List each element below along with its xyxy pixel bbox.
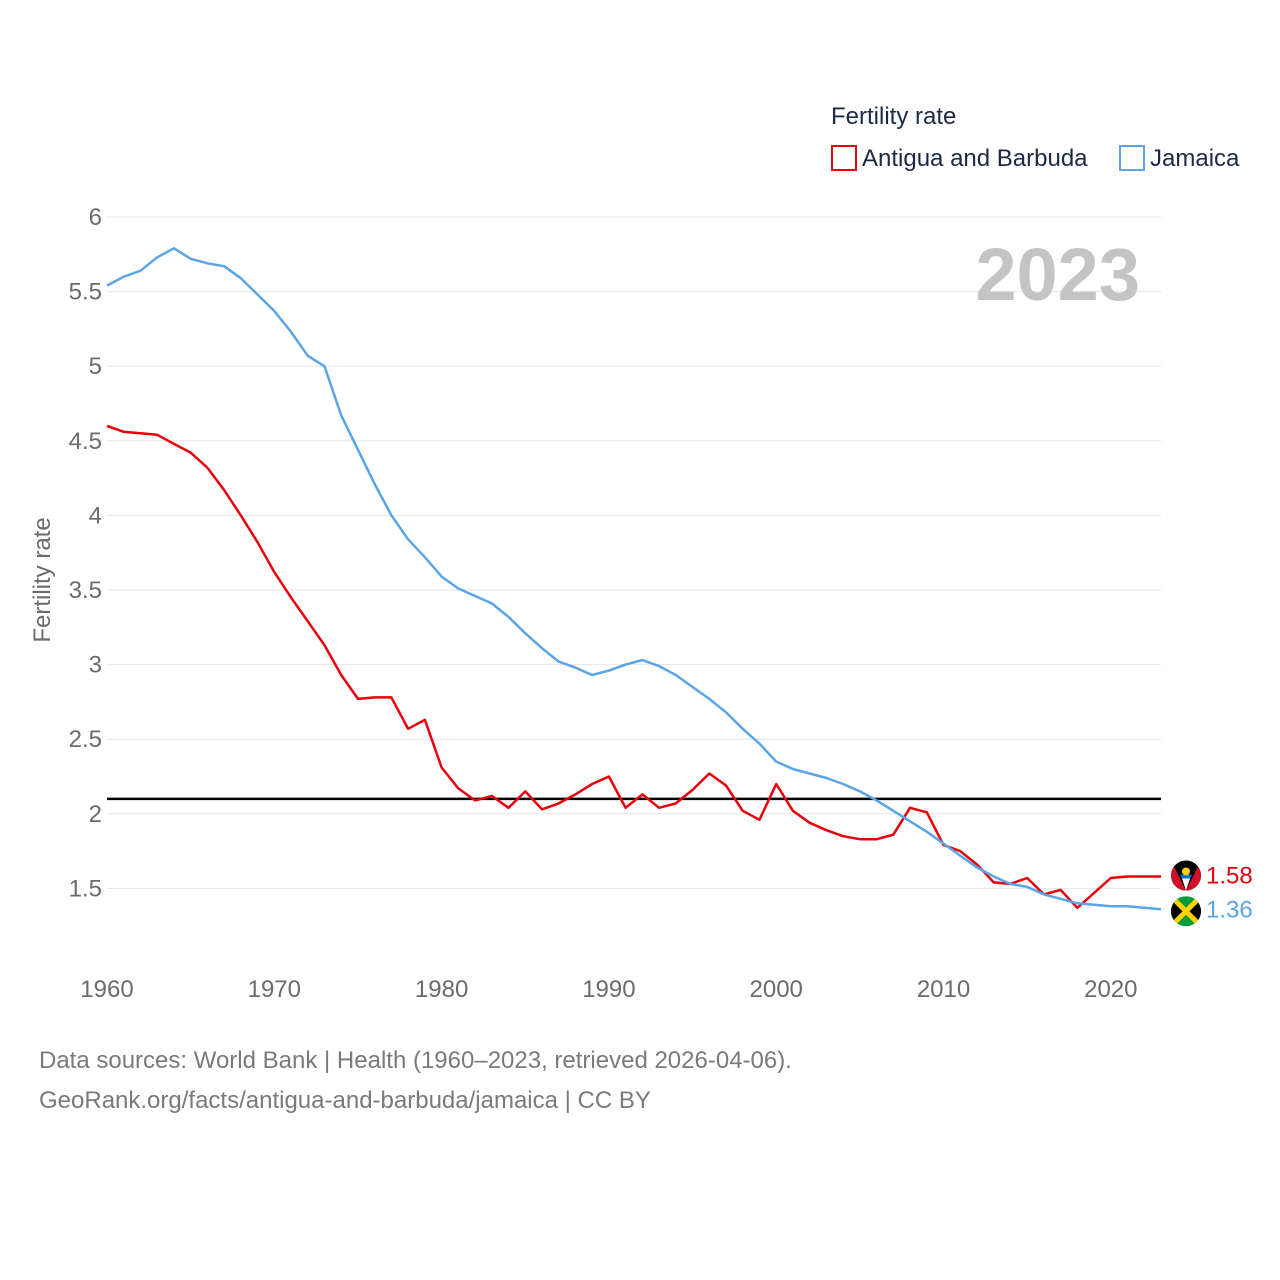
legend-label-jamaica[interactable]: Jamaica bbox=[1150, 145, 1240, 172]
x-tick-label: 2010 bbox=[917, 976, 970, 1003]
source-line: Data sources: World Bank | Health (1960–… bbox=[39, 1047, 792, 1074]
legend-label-antigua[interactable]: Antigua and Barbuda bbox=[862, 145, 1088, 172]
legend-swatch-jamaica[interactable] bbox=[1119, 145, 1145, 171]
y-tick-label: 2 bbox=[89, 801, 102, 828]
y-tick-label: 3 bbox=[89, 652, 102, 679]
y-tick-label: 2.5 bbox=[69, 726, 102, 753]
jamaica-flag-icon bbox=[1171, 896, 1201, 927]
x-tick-label: 2020 bbox=[1084, 976, 1137, 1003]
x-tick-label: 1990 bbox=[582, 976, 635, 1003]
legend-title: Fertility rate bbox=[831, 103, 956, 130]
y-tick-label: 4.5 bbox=[69, 428, 102, 455]
y-axis-label: Fertility rate bbox=[29, 517, 56, 642]
y-tick-label: 5 bbox=[89, 353, 102, 380]
y-tick-label: 1.5 bbox=[69, 875, 102, 902]
y-axis-ticks: 1.5 2 2.5 3 3.5 4 4.5 5 5.5 6 bbox=[69, 204, 102, 902]
year-label: 2023 bbox=[975, 233, 1140, 316]
legend-swatch-antigua[interactable] bbox=[831, 145, 857, 171]
y-tick-label: 6 bbox=[89, 204, 102, 231]
attribution-line[interactable]: GeoRank.org/facts/antigua-and-barbuda/ja… bbox=[39, 1087, 651, 1114]
end-value-antigua: 1.58 bbox=[1206, 862, 1253, 889]
x-axis-ticks: 1960 1970 1980 1990 2000 2010 2020 bbox=[80, 976, 1137, 1003]
series-line-jamaica[interactable] bbox=[106, 247, 1162, 911]
x-tick-label: 1970 bbox=[248, 976, 301, 1003]
y-tick-label: 3.5 bbox=[69, 577, 102, 604]
series-line-antigua[interactable] bbox=[106, 424, 1161, 910]
y-tick-label: 5.5 bbox=[69, 279, 102, 306]
series-lines bbox=[106, 247, 1162, 911]
x-tick-label: 1980 bbox=[415, 976, 468, 1003]
antigua-flag-icon bbox=[1171, 860, 1201, 891]
legend: Fertility rate Antigua and Barbuda Jamai… bbox=[831, 103, 1240, 172]
gridlines bbox=[107, 216, 1161, 889]
y-tick-label: 4 bbox=[89, 502, 102, 529]
x-tick-label: 1960 bbox=[80, 976, 133, 1003]
end-markers: 1.58 1.36 bbox=[1171, 860, 1253, 927]
x-tick-label: 2000 bbox=[750, 976, 803, 1003]
end-value-jamaica: 1.36 bbox=[1206, 896, 1253, 923]
